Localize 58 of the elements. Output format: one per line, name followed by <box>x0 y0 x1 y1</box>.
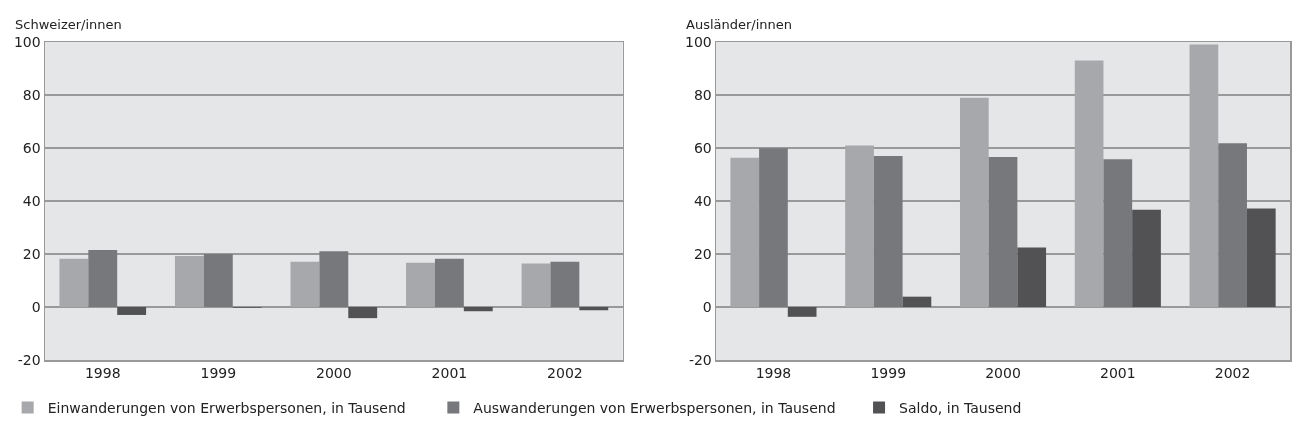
bar <box>787 307 817 317</box>
bar <box>902 296 932 307</box>
y-tick-label: -20 <box>688 351 712 368</box>
bar <box>1017 247 1047 307</box>
bar <box>203 254 233 307</box>
bar <box>1246 208 1276 307</box>
bar <box>88 250 118 307</box>
y-tick-label: 40 <box>22 192 41 209</box>
bar <box>290 261 320 307</box>
x-tick-label: 2002 <box>1214 365 1251 382</box>
x-tick-label: 2000 <box>985 365 1021 382</box>
bar <box>348 307 378 319</box>
bar <box>117 307 147 315</box>
bar <box>873 155 903 307</box>
bar <box>463 307 493 312</box>
x-tick-label: 1999 <box>870 365 907 382</box>
y-tick-label: 80 <box>693 86 712 103</box>
legend-label: Auswanderungen von Erwerbspersonen, in Tausend <box>473 399 836 416</box>
bar <box>406 262 435 307</box>
bar <box>1074 60 1104 307</box>
bar <box>434 258 464 307</box>
x-tick-label: 2000 <box>316 365 352 382</box>
bar <box>845 145 874 307</box>
bar <box>174 256 204 307</box>
y-tick-label: 100 <box>685 33 712 50</box>
bar <box>730 157 760 307</box>
y-tick-label: 80 <box>22 86 41 103</box>
bar <box>1103 159 1133 307</box>
y-tick-label: 0 <box>31 298 41 315</box>
x-tick-label: 2001 <box>431 365 468 382</box>
x-tick-label: 2001 <box>1099 365 1136 382</box>
y-tick-label: 20 <box>22 245 41 262</box>
bar <box>579 307 609 311</box>
y-tick-label: 60 <box>693 139 712 156</box>
y-tick-label: 0 <box>702 298 712 315</box>
y-tick-label: 100 <box>13 33 41 50</box>
x-tick-label: 1998 <box>84 365 121 382</box>
bar <box>1132 209 1161 307</box>
y-tick-label: 60 <box>22 139 41 156</box>
bar <box>550 261 580 307</box>
bar <box>59 258 89 307</box>
bar <box>319 251 349 307</box>
y-tick-label: 20 <box>693 245 712 262</box>
legend-label: Einwanderungen von Erwerbspersonen, in Tausend <box>47 399 406 416</box>
chart-title: Ausländer/innen <box>686 17 793 32</box>
bar <box>1218 143 1247 307</box>
y-tick-label: 40 <box>693 192 712 209</box>
chart-title: Schweizer/innen <box>15 17 122 32</box>
legend-label: Saldo, in Tausend <box>899 399 1022 416</box>
x-tick-label: 1998 <box>755 365 792 382</box>
y-tick-label: -20 <box>17 351 41 368</box>
bar <box>1189 44 1219 307</box>
bar <box>988 157 1018 307</box>
x-tick-label: 1999 <box>200 365 237 382</box>
x-tick-label: 2002 <box>547 365 583 382</box>
bar <box>959 97 989 307</box>
bar <box>521 263 551 307</box>
bar <box>759 148 788 307</box>
